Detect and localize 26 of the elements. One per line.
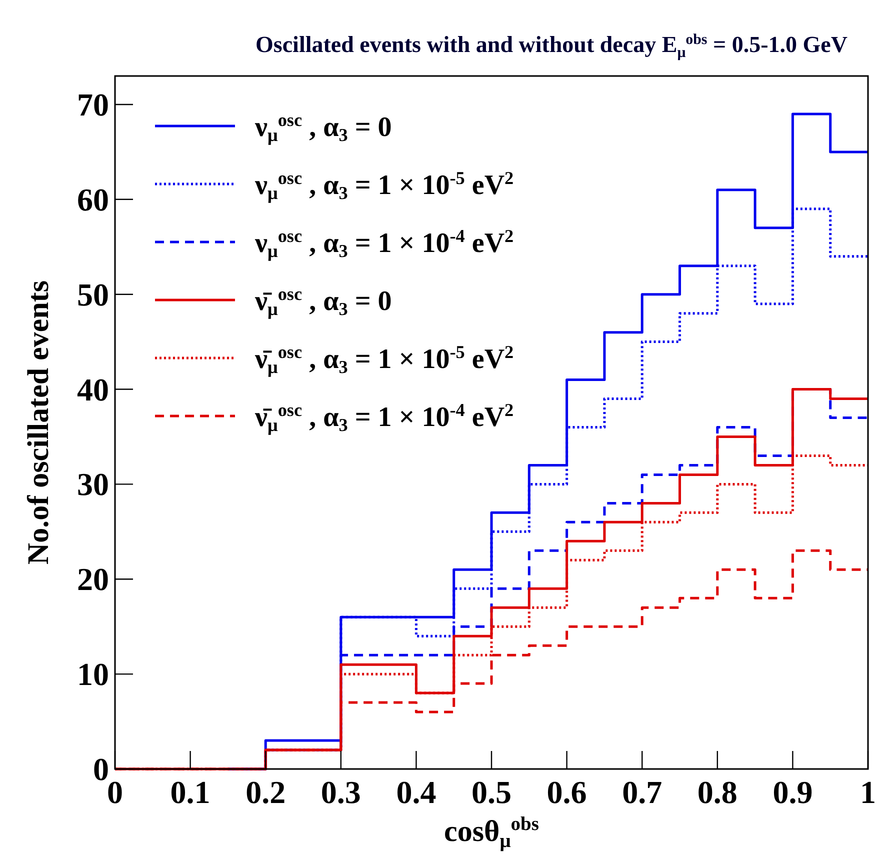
y-tick-label: 50 [77, 276, 109, 312]
x-tick-label: 0.7 [622, 774, 662, 810]
x-tick-label: 0.1 [170, 774, 210, 810]
y-axis-title: No.of oscillated events [22, 280, 55, 565]
text: ν̄$_{μ}$$^{osc}$ , α$_{3}$ = 1 × 10$^{-4}$ eV$^{2}$ [255, 400, 514, 436]
y-tick-label: 10 [77, 656, 109, 692]
x-tick-label: 0.2 [246, 774, 286, 810]
y-tick-label: 0 [93, 751, 109, 787]
y-tick-label: 60 [77, 181, 109, 218]
text: ν$_{μ}$$^{osc}$ , α$_{3}$ = 1 × 10$^{-5}$ eV$^{2}$ [255, 168, 514, 204]
y-tick-label: 20 [77, 561, 109, 598]
text: ν̄$_{μ}$$^{osc}$ , α$_{3}$ = 1 × 10$^{-5}$ eV$^{2}$ [255, 342, 514, 378]
x-tick-label: 0.4 [396, 774, 436, 810]
x-tick-label: 0.3 [320, 774, 361, 810]
y-tick-label: 40 [77, 371, 109, 408]
x-tick-label: 1 [860, 774, 876, 810]
x-tick-label: 0.9 [772, 774, 813, 810]
x-tick-label: 0.6 [546, 774, 587, 810]
y-tick-label: 30 [77, 466, 109, 502]
y-tick-label: 70 [77, 86, 109, 122]
text: ν$_{μ}$$^{osc}$ , α$_{3}$ = 1 × 10$^{-4}$ eV$^{2}$ [255, 226, 514, 262]
x-tick-label: 0.5 [472, 774, 512, 810]
x-tick-label: 0.8 [697, 774, 738, 810]
chart-title: Oscillated events with and without decay E$_{μ}$$^{obs}$ = 0.5-1.0 GeV [256, 32, 848, 60]
legend-label: ν̄$_{μ}$$^{osc}$ , α$_{3}$ = 0 [254, 284, 392, 320]
legend-label: ν$_{μ}$$^{osc}$ , α$_{3}$ = 0 [254, 110, 392, 146]
